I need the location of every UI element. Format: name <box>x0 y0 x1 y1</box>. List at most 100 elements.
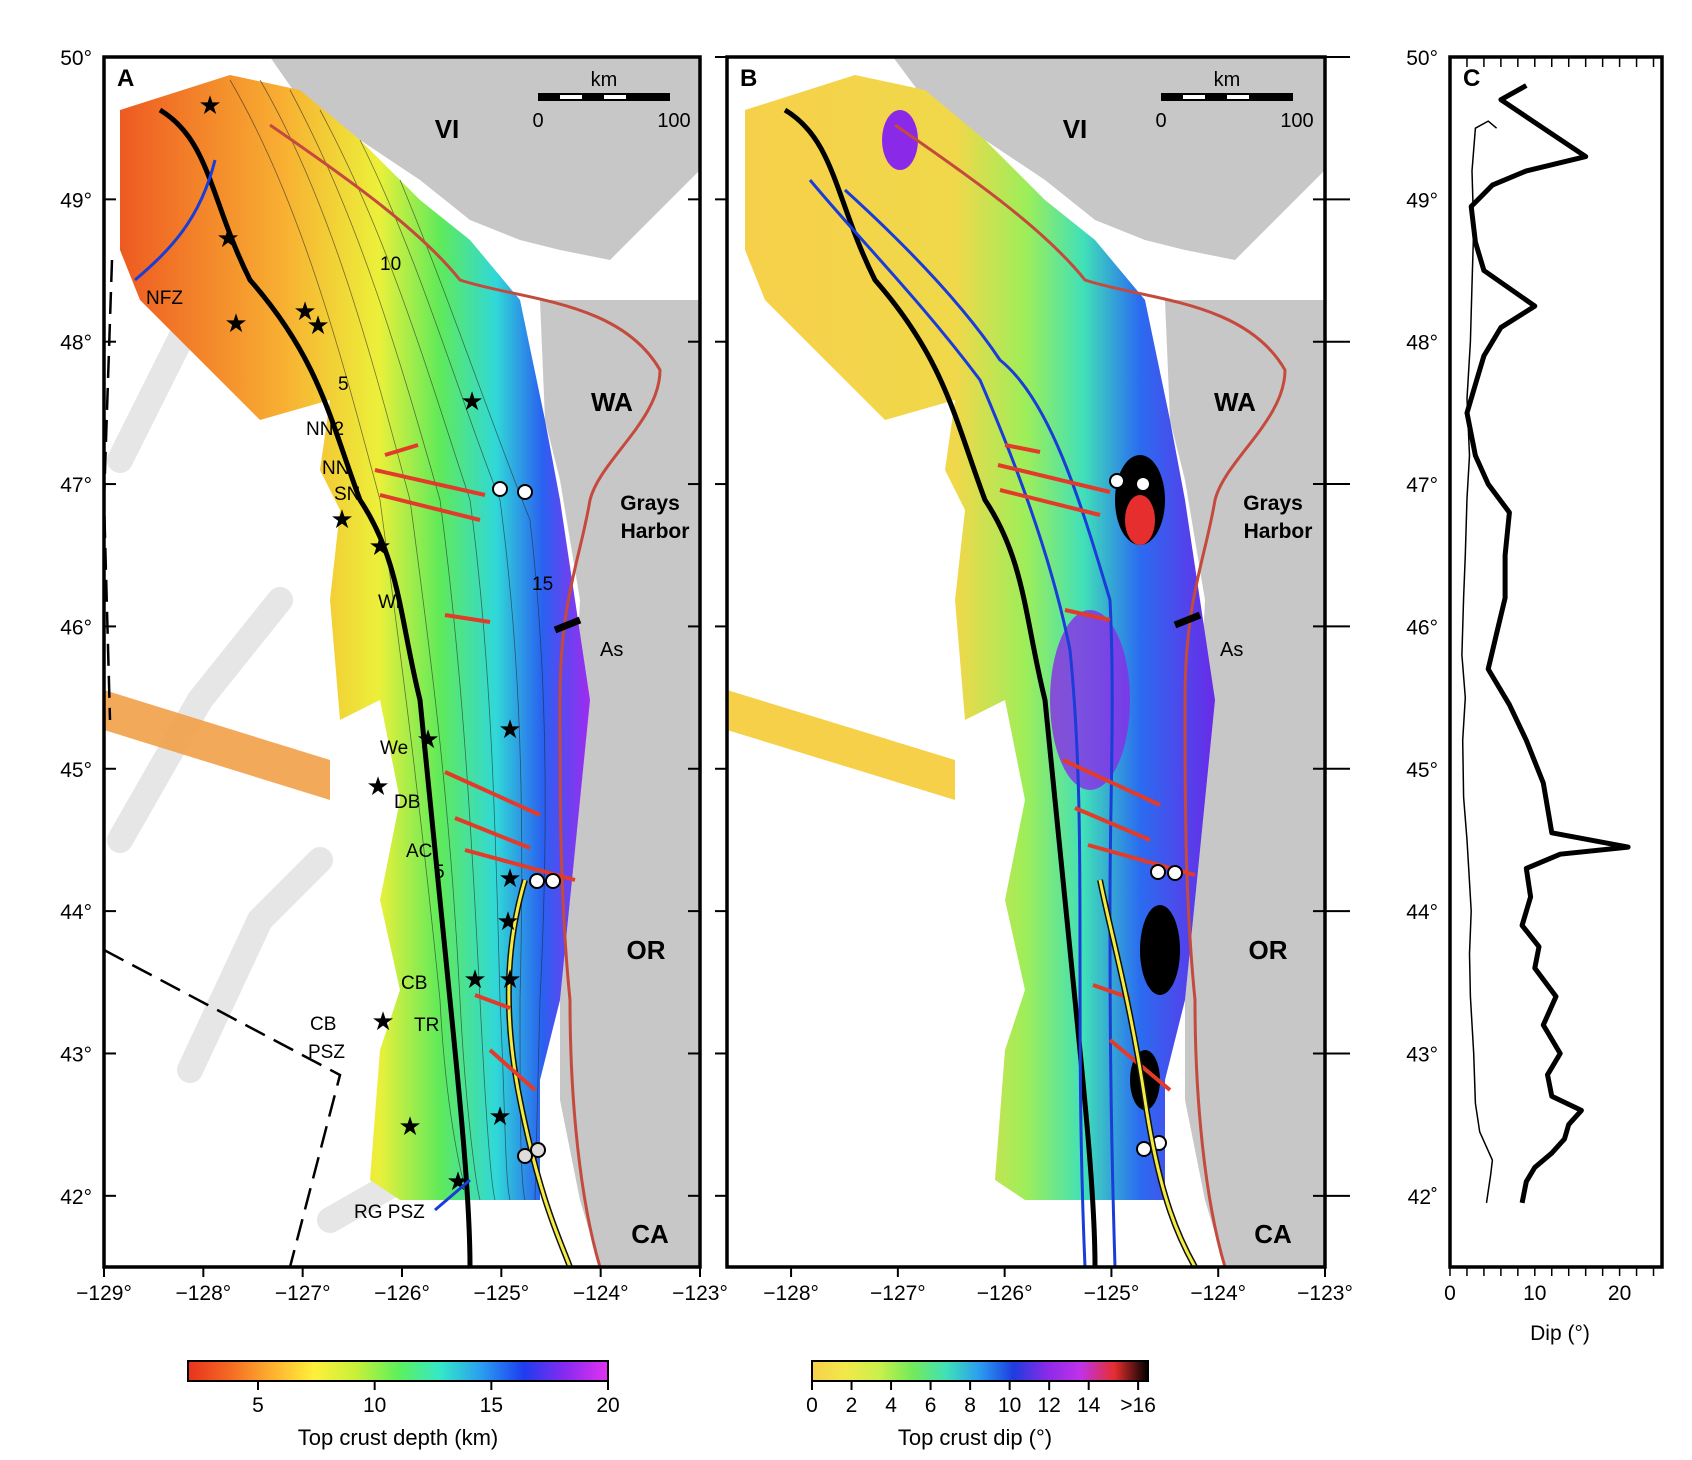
label-we: We <box>380 738 408 759</box>
svg-text:★: ★ <box>216 223 239 253</box>
colorbar-tick-label: >16 <box>1120 1394 1156 1417</box>
colorbar-tick-label: 8 <box>964 1394 976 1417</box>
label-wa: WA <box>591 387 633 417</box>
svg-text:★: ★ <box>293 296 316 326</box>
svg-text:★: ★ <box>496 906 519 936</box>
lat-tick-label-c: 44° <box>1406 901 1438 924</box>
scale-start-a: 0 <box>532 110 543 132</box>
label-cb-psz-2: PSZ <box>308 1042 345 1063</box>
colorbar-tick-label: 15 <box>480 1394 503 1417</box>
dip-axis-tick-label: 0 <box>1444 1282 1456 1305</box>
label-sn: SN <box>334 484 360 505</box>
lon-tick-label-a: −125° <box>473 1282 529 1305</box>
coastline <box>269 123 662 1267</box>
lon-tick-label-a: −126° <box>374 1282 430 1305</box>
panel-letter-c: C <box>1463 65 1480 92</box>
label-rg-psz: RG PSZ <box>354 1202 425 1223</box>
contour-label-5b: 5 <box>434 862 445 883</box>
svg-text:★: ★ <box>446 1166 469 1196</box>
lat-tick-label-c: 43° <box>1406 1043 1438 1066</box>
lon-tick-label-a: −124° <box>573 1282 629 1305</box>
colorbar-tick-label: 10 <box>998 1394 1021 1417</box>
lon-tick-label-b: −124° <box>1190 1282 1246 1305</box>
lat-tick-label-a: 47° <box>60 474 92 497</box>
label-or: OR <box>627 935 666 965</box>
lat-tick-label-a: 48° <box>60 332 92 355</box>
lon-tick-label-b: −125° <box>1084 1282 1140 1305</box>
colorbar-tick-label: 6 <box>925 1394 937 1417</box>
label-cb-psz-1: CB <box>310 1014 336 1035</box>
astoria-bar-b <box>1173 611 1202 629</box>
lon-tick-label-a: −123° <box>672 1282 728 1305</box>
svg-text:★: ★ <box>488 1101 511 1131</box>
label-grays-b: Grays <box>1243 492 1303 515</box>
contour-label-5a: 5 <box>338 374 349 395</box>
dip-axis-tick-label: 10 <box>1523 1282 1546 1305</box>
lon-tick-label-a: −127° <box>275 1282 331 1305</box>
colorbar-tick-label: 10 <box>363 1394 386 1417</box>
svg-text:★: ★ <box>498 964 521 994</box>
label-db: DB <box>394 792 420 813</box>
scale-end-b: 100 <box>1280 110 1313 132</box>
lon-tick-label-b: −128° <box>763 1282 819 1305</box>
lat-tick-label-c: 45° <box>1406 759 1438 782</box>
dip-profile-line-1 <box>1461 120 1498 1204</box>
label-as: As <box>600 639 623 661</box>
dip-grid-b <box>727 75 1215 1200</box>
lon-tick-label-b: −123° <box>1297 1282 1353 1305</box>
panel-a: ★★★ ★★★ ★★★ ★★★ ★★ ★ ★★ ★ ★ <box>104 57 700 1267</box>
colorbar-tick-label: 12 <box>1037 1394 1060 1417</box>
label-grays: Grays <box>620 492 680 515</box>
dip-profile-chart: 0 10 20 Dip (°) <box>1444 57 1655 1345</box>
panel-letter-a: A <box>117 65 134 92</box>
svg-text:★: ★ <box>198 90 221 120</box>
svg-text:★: ★ <box>224 308 247 338</box>
dashed-plate-boundary <box>104 259 342 1267</box>
colorbar-tick-label: 5 <box>252 1394 264 1417</box>
dip-colorbar: 0 2 4 6 8 10 12 14 >16 Top crust dip (°) <box>806 1360 1156 1450</box>
svg-text:★: ★ <box>366 771 389 801</box>
blue-line-b1 <box>843 188 1117 1267</box>
astoria-bar <box>553 616 582 634</box>
lat-tick-label-a: 43° <box>60 1043 92 1066</box>
lon-tick-label-a: −129° <box>76 1282 132 1305</box>
panel-b <box>727 57 1325 1267</box>
coastline-b <box>894 123 1287 1267</box>
colorbar-tick-label: 0 <box>806 1394 818 1417</box>
lat-tick-label-a: 44° <box>60 901 92 924</box>
feature-labels: NFZ NN2 NN SN Wi We DB AC CB TR CB PSZ R… <box>146 254 553 1223</box>
axis-labels: 50° 49° 48° 47° 46° 45° 44° 43° 42° 50° 49° 48° 47° 4… <box>60 47 1438 1305</box>
site-markers <box>492 481 561 1164</box>
svg-text:★: ★ <box>416 724 439 754</box>
lat-tick-label-c: 47° <box>1406 474 1438 497</box>
lat-tick-label-a: 45° <box>60 759 92 782</box>
deformation-front <box>158 107 473 1267</box>
panel-c-frame <box>1448 55 1664 1269</box>
label-nfz: NFZ <box>146 288 183 309</box>
svg-text:★: ★ <box>460 386 483 416</box>
colorbar-tick-label: 2 <box>846 1394 858 1417</box>
dip-axis-label: Dip (°) <box>1530 1322 1590 1345</box>
contour-label-15: 15 <box>532 574 553 595</box>
depth-colorbar-label: Top crust depth (km) <box>298 1425 499 1450</box>
contour-label-10: 10 <box>380 254 401 275</box>
svg-text:★: ★ <box>498 863 521 893</box>
svg-text:★: ★ <box>463 964 486 994</box>
lat-tick-label-a: 50° <box>60 47 92 70</box>
lon-tick-label-a: −128° <box>175 1282 231 1305</box>
scale-start-b: 0 <box>1155 110 1166 132</box>
place-labels-a: VI WA OR CA Grays Harbor <box>435 114 690 1249</box>
svg-text:★: ★ <box>330 504 353 534</box>
lat-tick-label-a: 49° <box>60 189 92 212</box>
dip-colorbar-label: Top crust dip (°) <box>898 1425 1052 1450</box>
label-tr: TR <box>414 1015 439 1036</box>
label-vi: VI <box>435 114 460 144</box>
scale-unit-b: km <box>1214 69 1241 91</box>
label-vi-b: VI <box>1063 114 1088 144</box>
lat-tick-label-c: 48° <box>1406 332 1438 355</box>
label-as-b: As <box>1220 639 1243 661</box>
label-wa-b: WA <box>1214 387 1256 417</box>
lat-tick-label-c: 46° <box>1406 616 1438 639</box>
label-nn2: NN2 <box>306 419 344 440</box>
